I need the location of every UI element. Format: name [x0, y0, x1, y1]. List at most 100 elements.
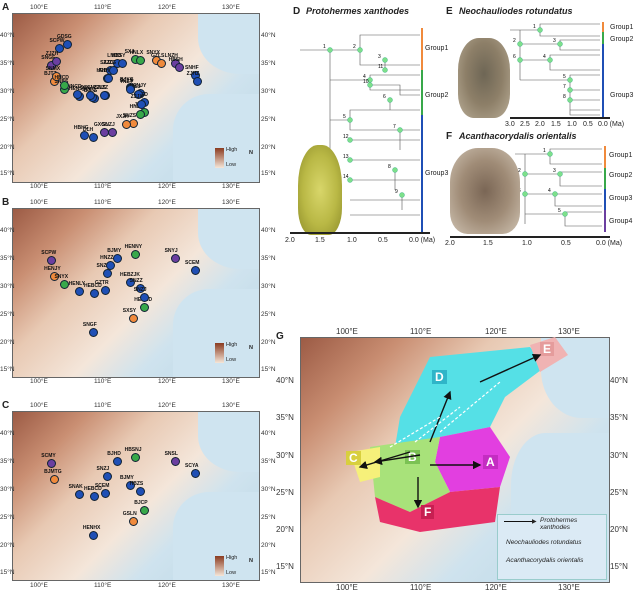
north-arrow: N [249, 558, 253, 564]
group-label: Group1 [425, 45, 449, 52]
site-marker [102, 472, 112, 482]
lon-tick: 110°E [94, 582, 112, 589]
lat-tick: 25°N [261, 116, 276, 123]
site-marker [135, 486, 145, 496]
panel-label-g: G [276, 331, 284, 342]
tree-node-label: 14 [343, 174, 349, 180]
site-marker [170, 456, 180, 466]
tree-node [387, 97, 393, 103]
lat-tick: 20°N [0, 339, 15, 346]
insect-photo-d [298, 145, 342, 235]
site-marker [191, 469, 201, 479]
site-label: SNYJ [164, 247, 178, 254]
region-f [375, 487, 500, 532]
lon-tick: 120°E [158, 378, 176, 385]
axis-tick: 0.0 (Ma) [596, 240, 623, 247]
lat-tick: 30°N [0, 486, 15, 493]
lat-tick: 25°N [261, 311, 276, 318]
axis-tick: 1.0 [522, 240, 532, 247]
lat-tick: 35°N [0, 458, 15, 465]
site-marker [125, 85, 135, 95]
lat-tick: 30°N [610, 451, 628, 460]
tree-node [347, 137, 353, 143]
tree-node-label: 8 [563, 94, 566, 100]
lat-tick: 40°N [0, 227, 15, 234]
lat-tick: 30°N [0, 88, 15, 95]
site-label: HBZS [129, 480, 144, 487]
lon-tick: 110°E [410, 327, 432, 336]
map-a [12, 13, 260, 183]
lon-tick: 100°E [30, 402, 48, 409]
lon-tick: 120°E [485, 327, 507, 336]
region-label-f: F [421, 505, 435, 519]
site-marker [122, 120, 132, 130]
tree-node-label: 3 [553, 38, 556, 44]
site-label: ZJLS [93, 84, 106, 91]
site-marker [89, 289, 99, 299]
legend-high: High [226, 555, 238, 561]
site-marker [104, 73, 114, 83]
site-marker [130, 249, 140, 259]
tree-node-label: 2 [513, 38, 516, 44]
site-label: SNSL [164, 450, 178, 457]
tree-node [547, 57, 553, 63]
site-marker [88, 531, 98, 541]
axis-tick: 1.5 [483, 240, 493, 247]
site-marker [140, 505, 150, 515]
axis-tick: 1.5 [315, 237, 325, 244]
site-marker [47, 255, 57, 265]
tree-node-label: 4 [548, 188, 551, 194]
lon-tick: 110°E [94, 378, 112, 385]
region-b [370, 437, 450, 512]
site-label: LNDD [107, 53, 122, 60]
legend-arrow: ▶ [532, 519, 537, 525]
site-label: SCPW [49, 37, 65, 44]
site-marker [100, 286, 110, 296]
site-marker [106, 261, 116, 271]
site-label: SNZJ [96, 466, 110, 473]
tree-node [382, 57, 388, 63]
site-label: SNMX [45, 66, 61, 73]
lat-tick: 25°N [0, 514, 15, 521]
site-label: SNZJ [133, 287, 147, 294]
map-c [12, 411, 260, 581]
lon-tick: 130°E [222, 183, 240, 190]
tree-node [382, 67, 388, 73]
lat-tick: 15°N [261, 170, 276, 177]
lat-tick: 15°N [276, 562, 294, 571]
tree-node-label: 1 [543, 148, 546, 154]
site-label: SCLS [119, 78, 134, 85]
lon-tick: 100°E [336, 583, 358, 592]
site-label: DLH [82, 127, 94, 134]
legend-species-2: Neochauliodes rotundatus [506, 539, 582, 546]
axis-tick: 2.0 [535, 121, 545, 128]
site-marker [135, 283, 145, 293]
time-axis-e [510, 117, 610, 119]
site-label: SCPW [41, 249, 57, 256]
site-label: AHHS [98, 67, 113, 74]
lat-tick: 30°N [276, 451, 294, 460]
site-label: ZJZH [45, 50, 59, 57]
tree-node [552, 191, 558, 197]
site-marker [86, 91, 96, 101]
axis-tick: 0.5 [561, 240, 571, 247]
site-label: SCEM [185, 260, 200, 267]
site-label: BJMTG [44, 468, 62, 475]
panel-label-a: A [2, 2, 10, 13]
axis-tick: 1.0 [567, 121, 577, 128]
lat-tick: 15°N [0, 569, 15, 576]
lon-tick: 100°E [336, 327, 358, 336]
site-label: HENLY [68, 281, 86, 288]
region-label-b: B [405, 450, 420, 464]
site-marker [74, 287, 84, 297]
lat-tick: 35°N [261, 60, 276, 67]
elevation-scale [215, 148, 224, 168]
site-label: BJMY [107, 248, 122, 255]
tree-node-label: 6 [383, 94, 386, 100]
site-label: SXZC [100, 60, 114, 67]
site-label: BJTZ [44, 70, 57, 77]
panel-label-f: F [446, 131, 453, 142]
site-label: HENHX [82, 525, 101, 532]
site-label: SXSY [122, 308, 137, 315]
site-label: BJMY [120, 475, 134, 481]
